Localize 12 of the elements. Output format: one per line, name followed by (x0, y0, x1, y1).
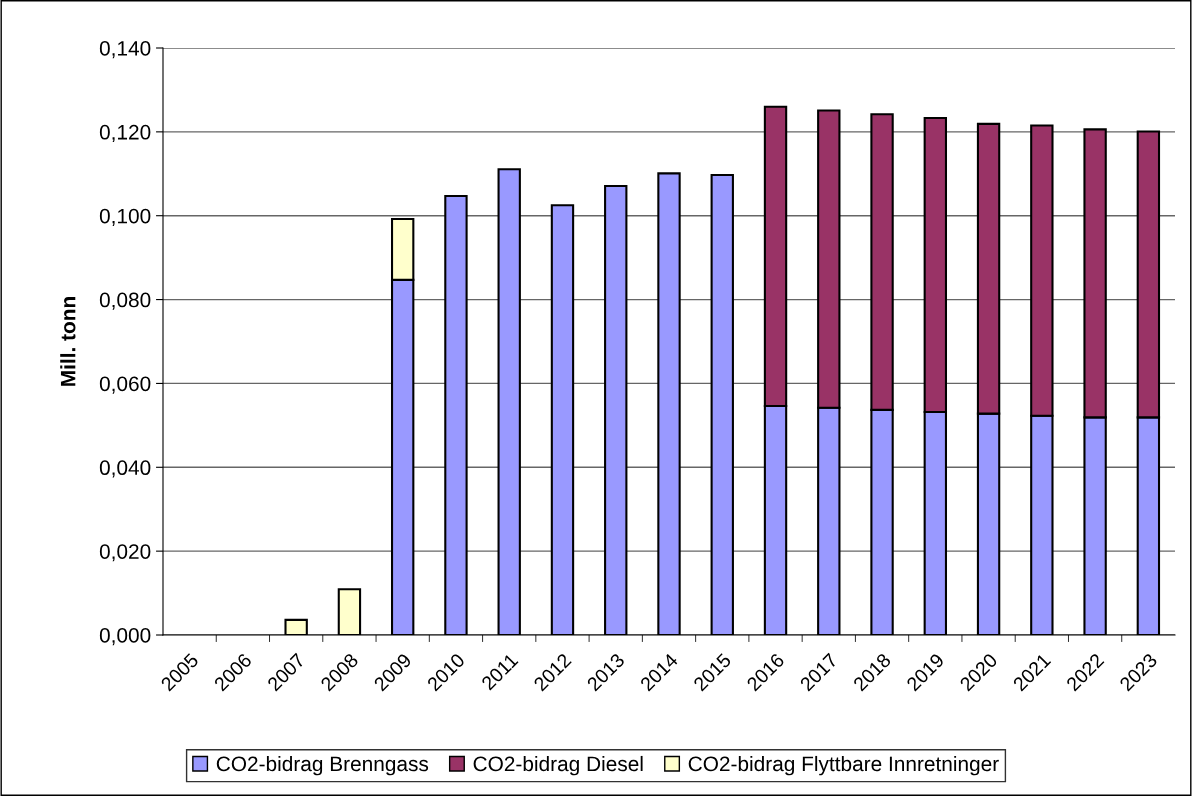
y-axis-title: Mill. tonn (60, 297, 76, 386)
legend-label: CO2-bidrag Diesel (473, 755, 643, 776)
y-tick-label: 0,120 (99, 124, 151, 143)
y-tick-label: 0,040 (99, 460, 151, 478)
y-tick-label: 0,000 (99, 628, 151, 646)
legend-label: CO2-bidrag Flyttbare Innretninger (688, 755, 999, 776)
y-tick-label: 0,060 (99, 376, 151, 394)
legend-label: CO2-bidrag Brenngass (216, 755, 429, 776)
y-tick-label: 0,020 (99, 544, 151, 562)
y-tick-label: 0,140 (99, 41, 151, 59)
y-tick-label: 0,080 (99, 292, 151, 310)
y-tick-label: 0,100 (99, 208, 151, 226)
